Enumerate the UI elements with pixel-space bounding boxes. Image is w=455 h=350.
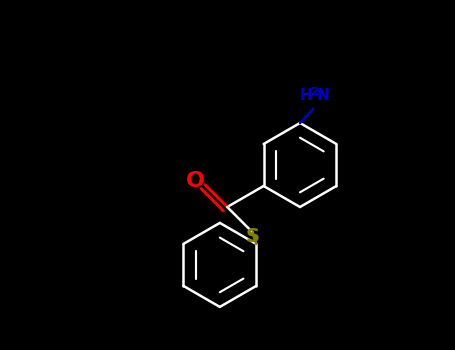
Text: 2: 2 [310,87,318,97]
Text: N: N [317,88,329,103]
Text: H: H [300,88,313,103]
Text: O: O [186,171,204,191]
Text: S: S [246,227,259,246]
